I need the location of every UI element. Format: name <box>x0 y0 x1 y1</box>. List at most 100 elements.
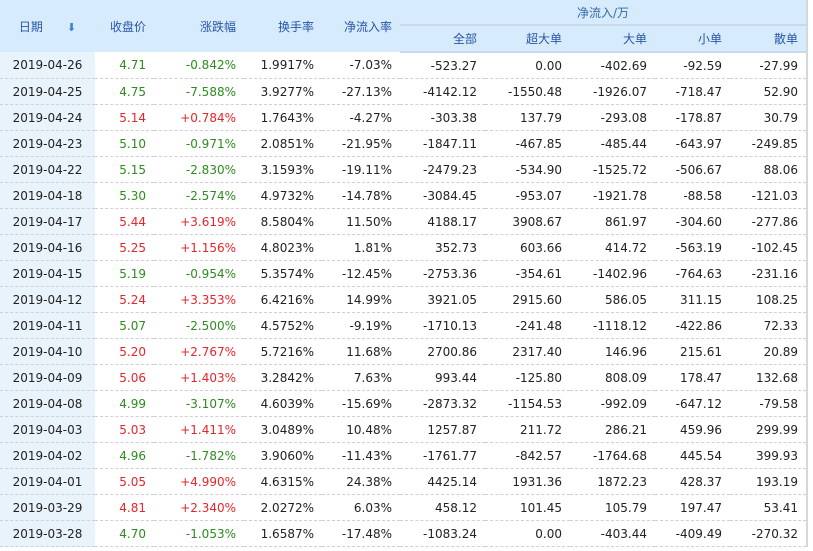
cell-close: 4.99 <box>95 390 154 417</box>
cell-net-rate: -14.78% <box>322 182 400 209</box>
cell-date: 2019-04-03 <box>0 416 95 443</box>
cell-net-retail: 30.79 <box>730 104 807 131</box>
cell-change: +1.403% <box>154 364 244 391</box>
cell-close: 5.44 <box>95 208 154 235</box>
table-row: 2019-04-25 4.75 -7.588% 3.9277% -27.13% -4142… <box>0 78 807 105</box>
cell-net-retail: -79.58 <box>730 390 807 417</box>
cell-net-super: 211.72 <box>485 416 570 443</box>
cell-net-small: -647.12 <box>655 390 730 417</box>
cell-turnover: 3.9277% <box>244 78 322 105</box>
cell-net-all: 352.73 <box>400 234 485 261</box>
cell-net-retail: -249.85 <box>730 130 807 157</box>
cell-net-retail: 193.19 <box>730 468 807 495</box>
cell-change: +3.353% <box>154 286 244 313</box>
cell-net-super: -534.90 <box>485 156 570 183</box>
header-small[interactable]: 小单 <box>655 25 730 53</box>
cell-net-rate: 7.63% <box>322 364 400 391</box>
cell-net-rate: -19.11% <box>322 156 400 183</box>
cell-date: 2019-03-28 <box>0 520 95 547</box>
header-close[interactable]: 收盘价 <box>95 0 154 52</box>
cell-close: 5.14 <box>95 104 154 131</box>
cell-turnover: 1.7643% <box>244 104 322 131</box>
cell-close: 4.96 <box>95 442 154 469</box>
cell-net-retail: 53.41 <box>730 494 807 521</box>
header-net-rate[interactable]: 净流入率 <box>322 0 400 52</box>
cell-net-all: 4425.14 <box>400 468 485 495</box>
cell-net-retail: 52.90 <box>730 78 807 105</box>
cell-net-rate: -12.45% <box>322 260 400 287</box>
cell-net-super: -354.61 <box>485 260 570 287</box>
table-row: 2019-04-11 5.07 -2.500% 4.5752% -9.19% -1710.… <box>0 312 807 339</box>
cell-net-small: 311.15 <box>655 286 730 313</box>
table-row: 2019-04-16 5.25 +1.156% 4.8023% 1.81% 352.73 6… <box>0 234 807 261</box>
cell-net-small: 459.96 <box>655 416 730 443</box>
cell-change: +0.784% <box>154 104 244 131</box>
cell-change: -0.971% <box>154 130 244 157</box>
cell-net-rate: -15.69% <box>322 390 400 417</box>
header-net-group: 净流入/万 <box>400 0 807 26</box>
cell-date: 2019-04-26 <box>0 52 95 79</box>
header-large[interactable]: 大单 <box>570 25 655 53</box>
cell-close: 5.19 <box>95 260 154 287</box>
table-row: 2019-04-24 5.14 +0.784% 1.7643% -4.27% -303.3… <box>0 104 807 131</box>
cell-net-rate: -7.03% <box>322 52 400 79</box>
header-super[interactable]: 超大单 <box>485 25 570 53</box>
cell-net-all: -523.27 <box>400 52 485 79</box>
cell-turnover: 3.9060% <box>244 442 322 469</box>
cell-turnover: 3.2842% <box>244 364 322 391</box>
cell-net-small: 445.54 <box>655 442 730 469</box>
cell-net-all: -3084.45 <box>400 182 485 209</box>
cell-change: +2.767% <box>154 338 244 365</box>
table-row: 2019-03-28 4.70 -1.053% 1.6587% -17.48% -1083… <box>0 520 807 547</box>
cell-net-large: -485.44 <box>570 130 655 157</box>
cell-net-all: -2479.23 <box>400 156 485 183</box>
cell-net-large: 1872.23 <box>570 468 655 495</box>
cell-net-small: 178.47 <box>655 364 730 391</box>
cell-net-all: -1083.24 <box>400 520 485 547</box>
cell-net-retail: 108.25 <box>730 286 807 313</box>
header-turnover[interactable]: 换手率 <box>244 0 322 52</box>
cell-net-all: 458.12 <box>400 494 485 521</box>
cell-net-rate: 11.68% <box>322 338 400 365</box>
cell-net-rate: -17.48% <box>322 520 400 547</box>
cell-net-small: -643.97 <box>655 130 730 157</box>
cell-net-rate: 10.48% <box>322 416 400 443</box>
cell-change: +3.619% <box>154 208 244 235</box>
cell-net-retail: 132.68 <box>730 364 807 391</box>
cell-net-large: -293.08 <box>570 104 655 131</box>
arrow-down-icon[interactable]: ⬇ <box>66 20 77 34</box>
cell-net-small: 215.61 <box>655 338 730 365</box>
cell-net-super: 2915.60 <box>485 286 570 313</box>
cell-net-large: -403.44 <box>570 520 655 547</box>
cell-net-super: -953.07 <box>485 182 570 209</box>
cell-net-large: -992.09 <box>570 390 655 417</box>
cell-turnover: 8.5804% <box>244 208 322 235</box>
cell-net-super: -842.57 <box>485 442 570 469</box>
cell-net-large: -1764.68 <box>570 442 655 469</box>
cell-date: 2019-03-29 <box>0 494 95 521</box>
cell-turnover: 4.6039% <box>244 390 322 417</box>
header-date[interactable]: 日期 ⬇ <box>0 0 95 52</box>
cell-net-small: -506.67 <box>655 156 730 183</box>
cell-date: 2019-04-11 <box>0 312 95 339</box>
cell-net-rate: -21.95% <box>322 130 400 157</box>
table-row: 2019-04-08 4.99 -3.107% 4.6039% -15.69% -2873… <box>0 390 807 417</box>
cell-close: 4.75 <box>95 78 154 105</box>
cell-date: 2019-04-09 <box>0 364 95 391</box>
cell-net-all: -1847.11 <box>400 130 485 157</box>
cell-net-large: 586.05 <box>570 286 655 313</box>
header-change[interactable]: 涨跌幅 <box>154 0 244 52</box>
header-all[interactable]: 全部 <box>400 25 485 53</box>
cell-net-super: -1550.48 <box>485 78 570 105</box>
header-retail[interactable]: 散单 <box>730 25 807 53</box>
cell-date: 2019-04-17 <box>0 208 95 235</box>
cell-net-small: -764.63 <box>655 260 730 287</box>
table-row: 2019-04-02 4.96 -1.782% 3.9060% -11.43% -1761… <box>0 442 807 469</box>
table-row: 2019-04-12 5.24 +3.353% 6.4216% 14.99% 3921.0… <box>0 286 807 313</box>
cell-net-retail: -231.16 <box>730 260 807 287</box>
cell-net-large: -402.69 <box>570 52 655 79</box>
cell-date: 2019-04-02 <box>0 442 95 469</box>
cell-date: 2019-04-15 <box>0 260 95 287</box>
cell-net-all: -303.38 <box>400 104 485 131</box>
